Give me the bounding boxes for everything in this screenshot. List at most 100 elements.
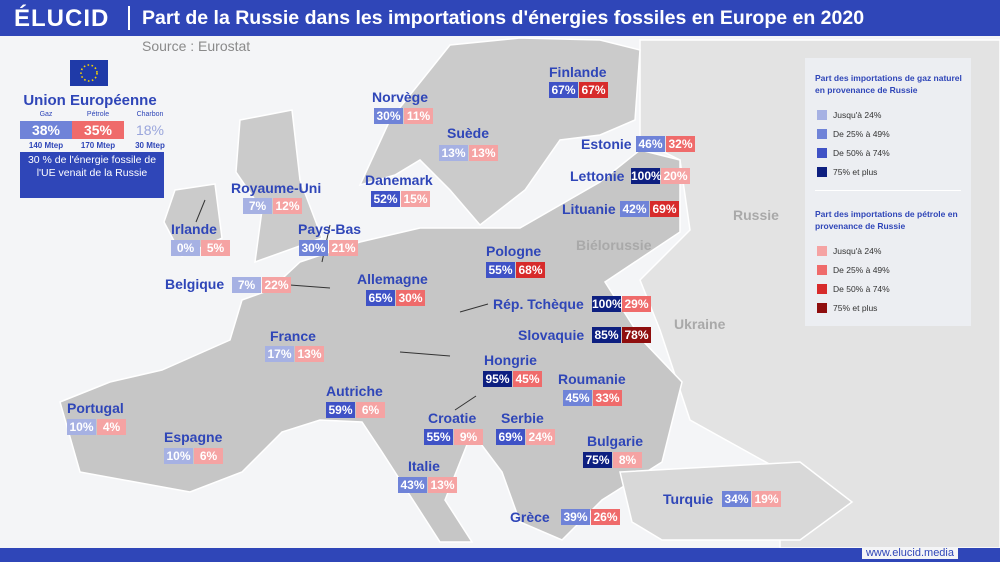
country-name: Espagne <box>164 429 223 445</box>
country-name: Suède <box>447 125 490 141</box>
legend-label: 75% et plus <box>833 303 878 313</box>
country-name: Grèce <box>510 509 550 525</box>
oil-share: 69% <box>650 201 679 217</box>
oil-share: 13% <box>295 346 324 362</box>
header-bar <box>0 0 1000 36</box>
footer: www.elucid.media <box>861 547 958 559</box>
legend-title: Part des importations de pétrole en prov… <box>815 209 958 231</box>
legend-label: De 25% à 49% <box>833 129 890 139</box>
leader-line <box>289 284 331 289</box>
leader-line <box>454 395 477 411</box>
oil-share: 26% <box>591 509 620 525</box>
oil-share: 45% <box>513 371 542 387</box>
title: Part de la Russie dans les importations … <box>142 7 865 29</box>
leader-line <box>195 199 206 223</box>
gas-share: 34% <box>722 491 751 507</box>
legend: Part des importations de gaz naturel en … <box>805 58 971 326</box>
oil-share: 67% <box>579 82 608 98</box>
gas-share: 0% <box>171 240 200 256</box>
country-name: Norvège <box>372 89 429 105</box>
country-name: Belgique <box>165 276 225 292</box>
country-name: Lettonie <box>570 168 625 184</box>
country-name: Allemagne <box>357 271 428 287</box>
gas-share: 7% <box>232 277 261 293</box>
country-name: Bulgarie <box>587 433 644 449</box>
oil-share: 13% <box>428 477 457 493</box>
eu-item-value: 35% <box>72 121 124 139</box>
gas-share: 7% <box>243 198 272 214</box>
gas-share: 39% <box>561 509 590 525</box>
leader-line <box>399 351 451 357</box>
gas-share: 30% <box>299 240 328 256</box>
country-name: Serbie <box>501 410 544 426</box>
oil-share: 15% <box>401 191 430 207</box>
oil-share: 68% <box>516 262 545 278</box>
gas-share: 30% <box>374 108 403 124</box>
eu-item-value: 38% <box>20 121 72 139</box>
country-name: Danemark <box>365 172 433 188</box>
legend-label: Jusqu'à 24% <box>833 246 882 256</box>
uk <box>235 109 323 264</box>
gas-share: 42% <box>620 201 649 217</box>
legend-label: 75% et plus <box>833 167 878 177</box>
oil-share: 11% <box>404 108 433 124</box>
gas-share: 13% <box>439 145 468 161</box>
legend-swatch <box>817 110 827 120</box>
region-label: Russie <box>733 207 779 223</box>
country-name: France <box>270 328 316 344</box>
eu-item-value: 18% <box>135 122 165 138</box>
country-name: Slovaquie <box>518 327 585 343</box>
legend-label: De 50% à 74% <box>833 284 890 294</box>
oil-share: 12% <box>273 198 302 214</box>
gas-share: 43% <box>398 477 427 493</box>
gas-share: 75% <box>583 452 612 468</box>
legend-swatch <box>817 246 827 256</box>
gas-share: 45% <box>563 390 592 406</box>
gas-share: 95% <box>483 371 512 387</box>
gas-share: 100% <box>592 296 623 312</box>
country-name: Autriche <box>326 383 383 399</box>
gas-share: 59% <box>326 402 355 418</box>
country-name: Turquie <box>663 491 714 507</box>
country-name: Lituanie <box>562 201 616 217</box>
country-name: Rép. Tchèque <box>493 296 584 312</box>
oil-share: 19% <box>752 491 781 507</box>
oil-share: 9% <box>454 429 483 445</box>
oil-share: 78% <box>622 327 651 343</box>
flag-stars <box>80 64 98 82</box>
source: Source : Eurostat <box>142 38 251 54</box>
country-name: Roumanie <box>558 371 626 387</box>
legend-label: De 50% à 74% <box>833 148 890 158</box>
gas-share: 46% <box>636 136 665 152</box>
gas-share: 52% <box>371 191 400 207</box>
country-name: Estonie <box>581 136 632 152</box>
divider <box>128 6 130 30</box>
eu-item-label: Gaz <box>39 111 53 118</box>
oil-share: 21% <box>329 240 358 256</box>
legend-label: Jusqu'à 24% <box>833 110 882 120</box>
flag <box>70 60 108 86</box>
legend-label: De 25% à 49% <box>833 265 890 275</box>
oil-share: 4% <box>97 419 126 435</box>
oil-share: 22% <box>262 277 291 293</box>
gas-share: 55% <box>486 262 515 278</box>
gas-share: 85% <box>592 327 621 343</box>
footer-bar <box>0 548 1000 562</box>
country-name: Hongrie <box>484 352 537 368</box>
country-name: Croatie <box>428 410 477 426</box>
oil-share: 8% <box>613 452 642 468</box>
legend-swatch <box>817 167 827 177</box>
gas-share: 100% <box>631 168 662 184</box>
oil-share: 20% <box>661 168 690 184</box>
eu-title: Union Européenne <box>23 92 157 109</box>
eu-item-mtep: 140 Mtep <box>28 141 64 150</box>
country-name: Royaume-Uni <box>231 180 322 196</box>
country-name: Irlande <box>171 221 217 237</box>
oil-share: 29% <box>622 296 651 312</box>
oil-share: 6% <box>194 448 223 464</box>
oil-share: 33% <box>593 390 622 406</box>
legend-swatch <box>817 284 827 294</box>
oil-share: 13% <box>469 145 498 161</box>
country-name: Italie <box>408 458 440 474</box>
legend-swatch <box>817 303 827 313</box>
